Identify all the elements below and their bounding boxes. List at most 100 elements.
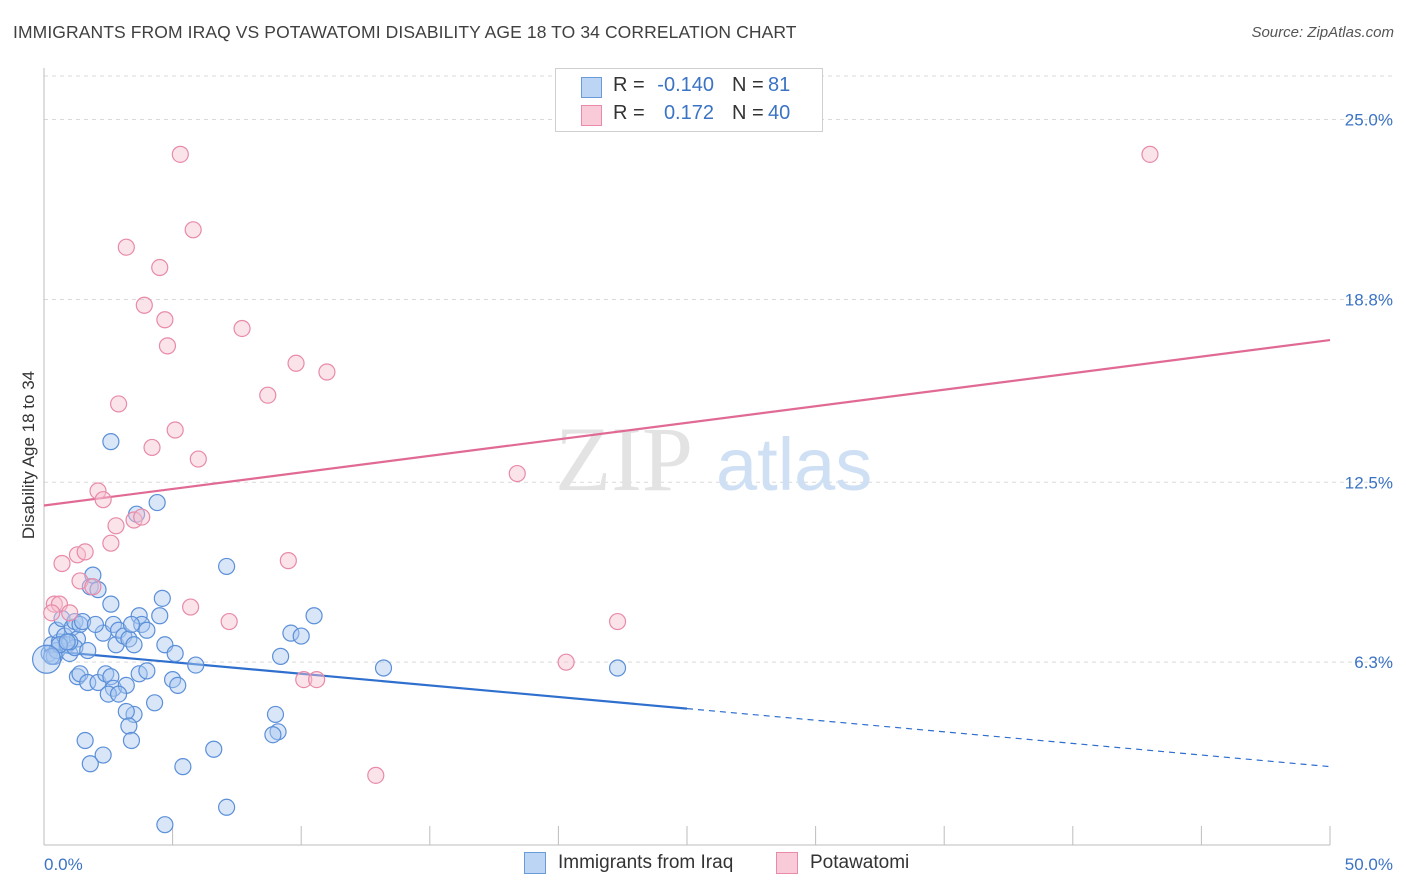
n-value: 81 bbox=[768, 74, 791, 96]
y-tick-labels: 6.3% 12.5% 18.8% 25.0% bbox=[1345, 111, 1393, 673]
potawatomi-point bbox=[189, 450, 207, 468]
potawatomi-point bbox=[151, 258, 169, 277]
potawatomi-point bbox=[143, 438, 161, 457]
potawatomi-point bbox=[184, 221, 202, 239]
potawatomi-point bbox=[171, 145, 189, 163]
potawatomi-point bbox=[295, 670, 313, 689]
n-value: 40 bbox=[768, 102, 791, 124]
y-tick-label: 6.3% bbox=[1354, 653, 1393, 672]
iraq-trend-line bbox=[43, 649, 688, 710]
axes bbox=[43, 68, 1331, 846]
iraq-point bbox=[266, 705, 285, 724]
potawatomi-point bbox=[158, 337, 177, 355]
iraq-point bbox=[148, 493, 166, 512]
grid-lines bbox=[44, 75, 1392, 663]
x-tick-labels: 0.0% 50.0% bbox=[44, 855, 1393, 874]
n-label: N = bbox=[732, 74, 764, 96]
source-label: Source: ZipAtlas.com bbox=[1251, 24, 1394, 41]
legend-swatch-blue bbox=[581, 77, 602, 98]
iraq-point bbox=[122, 731, 141, 750]
iraq-point bbox=[102, 433, 120, 451]
potawatomi-point bbox=[608, 612, 627, 631]
iraq-point bbox=[145, 694, 164, 712]
iraq-point bbox=[187, 656, 205, 674]
iraq-point bbox=[122, 615, 141, 634]
iraq-point bbox=[120, 717, 138, 735]
iraq-point bbox=[102, 595, 120, 613]
iraq-point bbox=[79, 641, 97, 660]
iraq-point bbox=[269, 723, 287, 741]
potawatomi-point bbox=[61, 604, 79, 622]
iraq-point bbox=[97, 665, 115, 683]
iraq-point bbox=[174, 758, 192, 776]
iraq-point bbox=[109, 685, 128, 703]
potawatomi-point bbox=[308, 670, 326, 689]
potawatomi-trend-line bbox=[43, 338, 1331, 507]
r-value: 0.172 bbox=[663, 102, 714, 124]
potawatomi-point bbox=[107, 517, 125, 535]
potawatomi-point bbox=[156, 311, 174, 329]
potawatomi-point bbox=[102, 534, 120, 552]
iraq-point bbox=[68, 668, 87, 686]
iraq-point bbox=[205, 740, 223, 758]
x-tick-label: 0.0% bbox=[44, 855, 83, 874]
iraq-point bbox=[125, 636, 143, 654]
legend-swatch-pink bbox=[776, 852, 798, 874]
potawatomi-point bbox=[89, 482, 107, 500]
iraq-point bbox=[81, 755, 99, 773]
iraq-point bbox=[282, 624, 300, 642]
y-tick-label: 12.5% bbox=[1345, 473, 1393, 492]
data-points bbox=[31, 145, 1159, 834]
iraq-point bbox=[218, 557, 236, 576]
potawatomi-point bbox=[53, 554, 71, 573]
legend-swatch-pink bbox=[581, 105, 602, 126]
potawatomi-point bbox=[84, 578, 102, 596]
potawatomi-point bbox=[367, 766, 385, 784]
iraq-point bbox=[76, 731, 94, 750]
y-tick-label: 25.0% bbox=[1345, 111, 1393, 130]
potawatomi-point bbox=[233, 319, 251, 338]
legend-label-potawatomi: Potawatomi bbox=[810, 852, 910, 873]
iraq-point bbox=[58, 633, 76, 651]
iraq-point bbox=[272, 647, 290, 665]
iraq-point bbox=[264, 726, 282, 744]
watermark-zip: ZIP bbox=[555, 408, 693, 510]
potawatomi-point bbox=[94, 491, 112, 509]
iraq-point bbox=[218, 798, 236, 816]
r-label: R = bbox=[613, 102, 645, 124]
potawatomi-point bbox=[135, 296, 153, 314]
iraq-point bbox=[138, 662, 156, 680]
potawatomi-point bbox=[43, 604, 61, 622]
iraq-point bbox=[94, 746, 112, 764]
iraq-point bbox=[86, 615, 105, 634]
y-axis-title: Disability Age 18 to 34 bbox=[19, 371, 38, 539]
x-tick-label: 50.0% bbox=[1345, 855, 1393, 874]
potawatomi-point bbox=[117, 238, 135, 256]
potawatomi-point bbox=[220, 612, 238, 631]
potawatomi-point bbox=[1141, 145, 1159, 163]
iraq-point bbox=[608, 659, 627, 677]
iraq-trend-extension bbox=[686, 708, 1331, 768]
iraq-point bbox=[73, 612, 92, 631]
potawatomi-point bbox=[287, 354, 305, 372]
iraq-point bbox=[305, 607, 323, 625]
r-label: R = bbox=[613, 74, 645, 96]
iraq-point bbox=[153, 589, 171, 607]
r-value: -0.140 bbox=[657, 74, 714, 96]
iraq-point bbox=[292, 627, 310, 645]
iraq-point bbox=[374, 659, 393, 677]
iraq-point bbox=[117, 702, 135, 721]
iraq-point bbox=[138, 621, 156, 639]
iraq-point bbox=[166, 644, 184, 663]
potawatomi-point bbox=[76, 543, 94, 561]
chart-title: IMMIGRANTS FROM IRAQ VS POTAWATOMI DISAB… bbox=[13, 22, 797, 42]
trend-lines bbox=[43, 338, 1331, 768]
potawatomi-point bbox=[508, 464, 526, 483]
series-legend: Immigrants from Iraq Potawatomi bbox=[0, 852, 1406, 876]
potawatomi-point bbox=[133, 508, 151, 526]
legend-swatch-blue bbox=[524, 852, 546, 874]
iraq-point bbox=[151, 607, 169, 625]
y-tick-label: 18.8% bbox=[1345, 290, 1393, 309]
potawatomi-point bbox=[557, 653, 575, 671]
